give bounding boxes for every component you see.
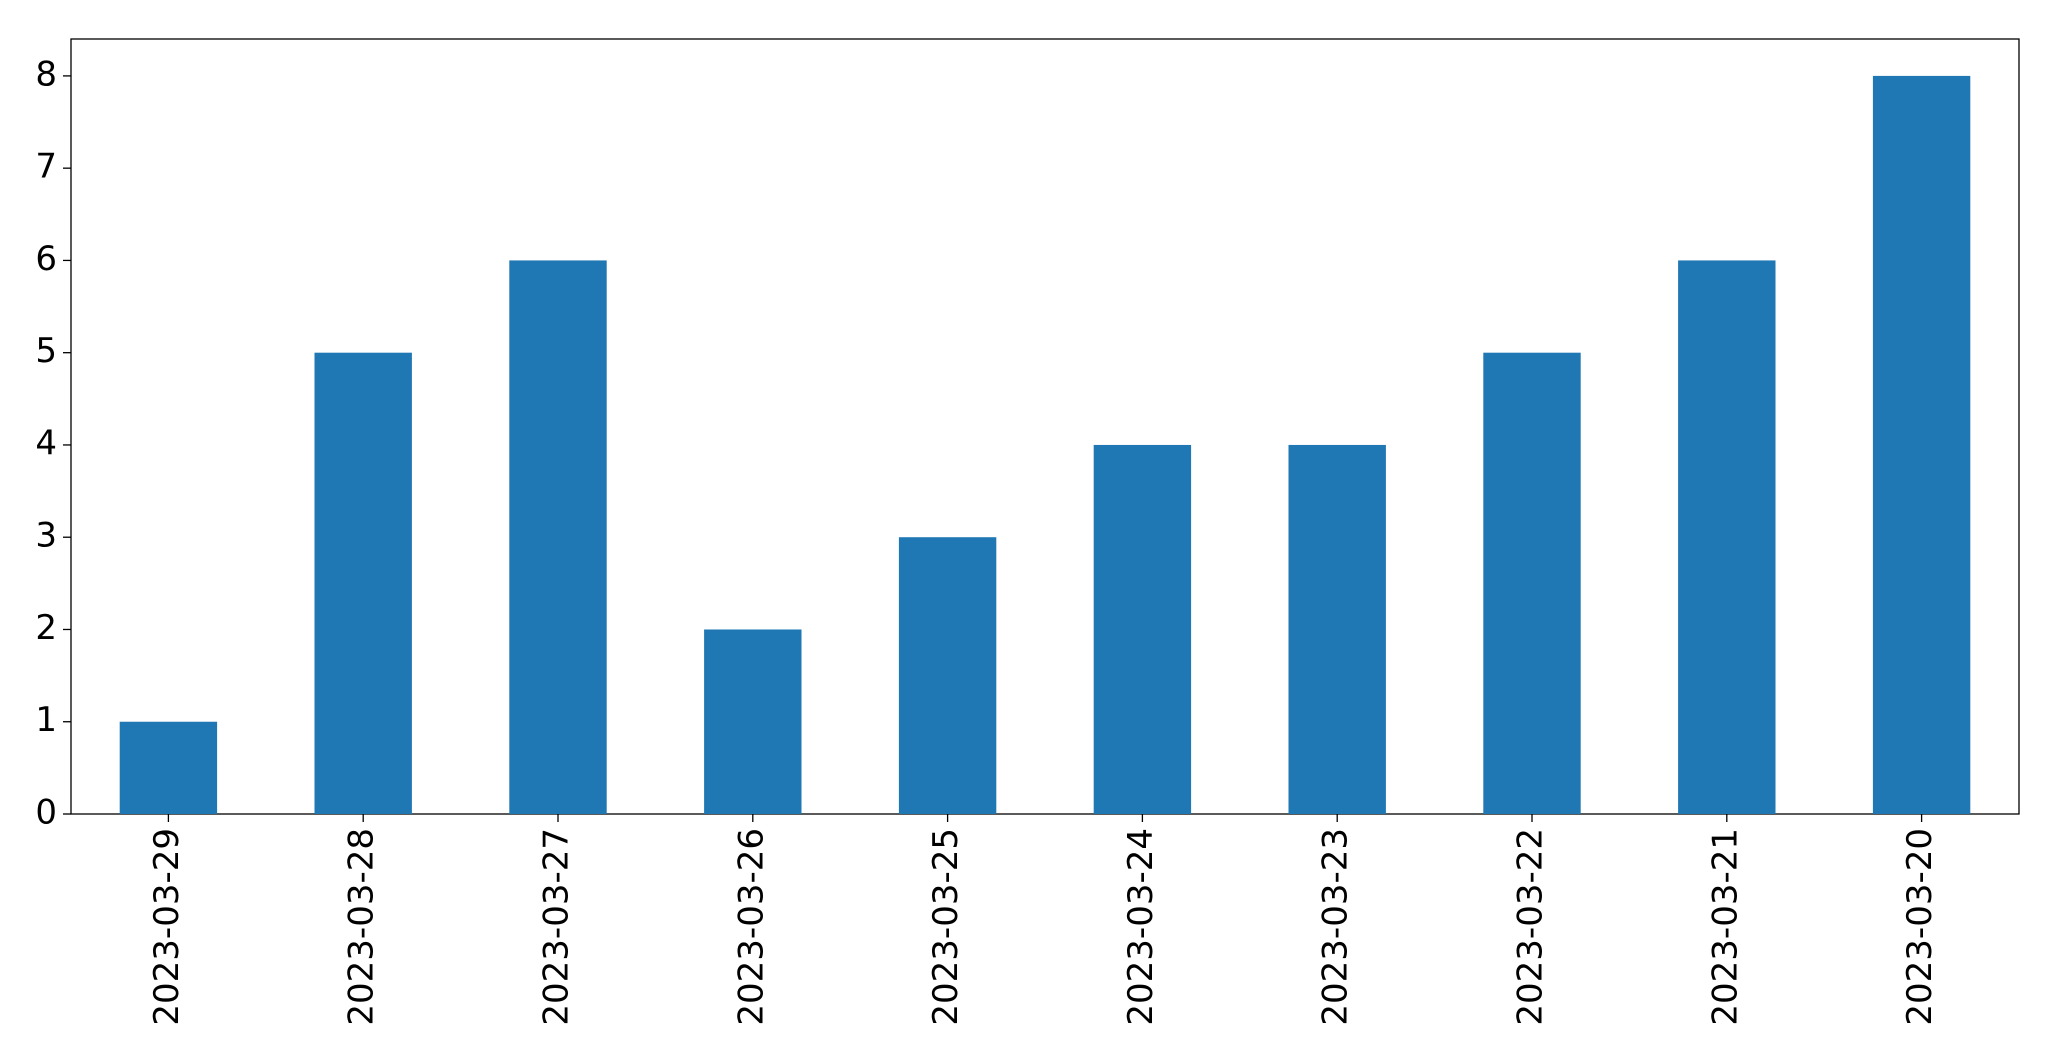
bar (704, 629, 802, 814)
x-tick-label: 2023-03-28 (342, 828, 382, 1026)
x-tick-label: 2023-03-24 (1121, 828, 1161, 1026)
y-tick-label: 0 (35, 793, 57, 833)
x-tick-label: 2023-03-23 (1316, 828, 1356, 1026)
y-tick-label: 5 (35, 331, 57, 371)
bar (314, 352, 412, 814)
bar (1483, 352, 1581, 814)
y-tick-label: 4 (35, 423, 57, 463)
bar (1093, 444, 1192, 814)
x-tick-label: 2023-03-29 (147, 828, 187, 1026)
bar (119, 721, 218, 814)
bar (1288, 444, 1386, 814)
x-tick-label: 2023-03-25 (926, 828, 966, 1026)
y-tick-label: 1 (35, 700, 57, 740)
x-tick-label: 2023-03-27 (537, 828, 577, 1026)
x-tick-label: 2023-03-22 (1511, 828, 1551, 1026)
x-tick-label: 2023-03-26 (731, 828, 771, 1026)
bar (1678, 260, 1776, 814)
x-tick-label: 2023-03-20 (1900, 828, 1940, 1026)
y-tick-label: 8 (35, 54, 57, 94)
bar (1872, 75, 1971, 814)
y-tick-label: 7 (35, 147, 57, 187)
bar (898, 537, 997, 814)
y-tick-label: 6 (35, 239, 57, 279)
y-tick-label: 2 (35, 608, 57, 648)
y-tick-label: 3 (35, 516, 57, 556)
bar (509, 260, 607, 814)
x-tick-label: 2023-03-21 (1705, 828, 1745, 1026)
plot-frame (70, 38, 2020, 815)
